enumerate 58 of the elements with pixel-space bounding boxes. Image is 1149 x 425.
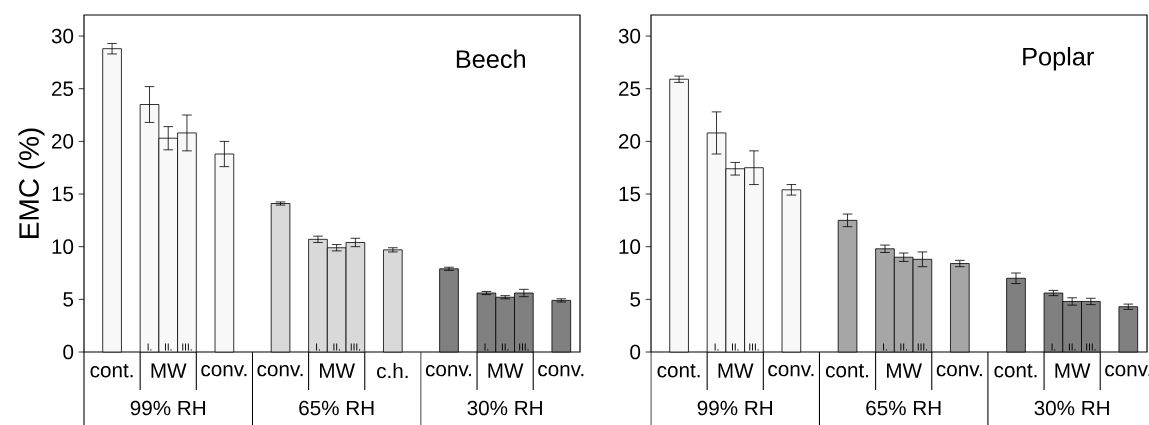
y-tick-label: 25 [619, 81, 641, 97]
x-tick-label: III. [749, 343, 759, 351]
text: 99% RH [130, 400, 205, 416]
text: 30% RH [467, 400, 542, 416]
x-tick-label: I. [147, 343, 152, 351]
text: Poplar [1023, 47, 1094, 71]
text: MW [320, 363, 355, 378]
x-tick-label: c.h. [377, 363, 408, 379]
x-tick-label: III. [350, 343, 361, 351]
x-tick-label: II. [900, 343, 907, 351]
x-tick-label: II. [1068, 343, 1076, 351]
y-tick-label: 30 [618, 28, 641, 44]
x-tick-label: III. [917, 343, 928, 351]
x-tick-label: III. [519, 343, 529, 351]
y-axis-title: EMC (%) [18, 128, 45, 238]
x-tick-label: III. [1086, 343, 1096, 351]
x-tick-label: I. [1051, 343, 1056, 351]
y-tick-label: 10 [52, 239, 74, 255]
x-tick-label: II. [333, 343, 340, 351]
x-tick-label: conv. [936, 365, 982, 377]
x-tick-label: cont. [826, 363, 869, 378]
text: MW [1055, 363, 1091, 378]
y-tick-label: 25 [52, 81, 74, 97]
y-tick-label: 0 [63, 344, 74, 360]
y-tick-label: 5 [63, 292, 74, 307]
text: 30% RH [1034, 400, 1109, 416]
y-tick-label: 20 [52, 134, 74, 149]
text: 99% RH [697, 400, 772, 416]
x-tick-label: conv. [257, 365, 303, 377]
x-tick-label: I. [714, 343, 719, 351]
text: Beech [456, 49, 525, 69]
x-tick-label: cont. [657, 363, 700, 378]
y-tick-label: 5 [630, 292, 641, 307]
x-tick-label: I. [883, 343, 887, 351]
y-tick-label: 30 [51, 28, 74, 44]
text: 65% RH [299, 400, 374, 416]
x-tick-label: conv. [201, 365, 247, 377]
x-tick-label: conv. [538, 365, 584, 377]
x-tick-label: II. [731, 343, 739, 351]
text: MW [887, 363, 922, 378]
text: 65% RH [866, 400, 941, 416]
x-tick-label: cont. [90, 363, 133, 378]
x-tick-label: cont. [994, 363, 1037, 378]
y-tick-label: 20 [619, 134, 641, 149]
x-tick-label: I. [484, 343, 489, 351]
y-tick-label: 15 [52, 186, 74, 202]
text: MW [151, 363, 187, 378]
text: MW [718, 363, 754, 378]
x-tick-label: II. [164, 343, 172, 351]
x-tick-label: conv. [425, 365, 472, 377]
x-tick-label: conv. [768, 365, 814, 377]
x-tick-label: I. [316, 343, 320, 351]
y-tick-label: 10 [619, 239, 641, 255]
x-tick-label: III. [182, 343, 192, 351]
y-tick-label: 0 [630, 344, 641, 360]
y-tick-label: 15 [619, 186, 641, 202]
x-tick-label: II. [501, 343, 509, 351]
text: MW [488, 363, 524, 378]
